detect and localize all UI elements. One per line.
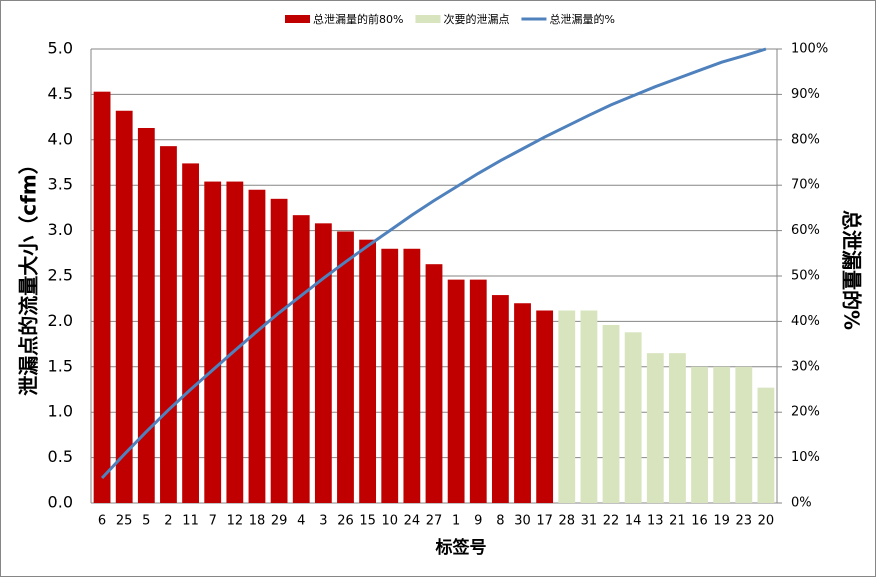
bar bbox=[646, 353, 664, 503]
x-tick-label: 13 bbox=[647, 514, 664, 529]
bar bbox=[337, 231, 354, 503]
y-tick-label: 2.0 bbox=[48, 311, 73, 330]
x-tick-label: 23 bbox=[736, 514, 753, 529]
bar bbox=[314, 223, 332, 503]
y-tick-label: 3.0 bbox=[48, 220, 73, 239]
bar bbox=[204, 181, 222, 503]
line bbox=[100, 47, 767, 480]
x-tick-label: 20 bbox=[758, 514, 775, 529]
bar bbox=[580, 310, 598, 503]
x-tick-label: 15 bbox=[359, 514, 376, 529]
x-tick-label: 11 bbox=[182, 514, 199, 529]
y-tick-label: 4.5 bbox=[48, 84, 73, 103]
x-tick-label: 9 bbox=[474, 514, 482, 529]
y-tick-label: 3.5 bbox=[48, 175, 73, 194]
legend-swatch bbox=[415, 15, 441, 23]
x-tick-label: 10 bbox=[381, 514, 398, 529]
bar bbox=[669, 353, 686, 503]
x-tick-label: 14 bbox=[625, 514, 642, 529]
y2-tick-label: 0% bbox=[791, 496, 812, 511]
bar bbox=[713, 366, 731, 503]
y2-tick-label: 10% bbox=[791, 450, 820, 465]
x-tick-label: 22 bbox=[603, 514, 620, 529]
y2-tick-label: 80% bbox=[791, 132, 820, 147]
x-tick-label: 5 bbox=[142, 514, 150, 529]
x-tick-label: 21 bbox=[669, 514, 686, 529]
y-tick-label: 0.5 bbox=[48, 447, 73, 466]
y-axis-label: 泄漏点的流量大小（cfm） bbox=[17, 154, 41, 395]
y2-axis-label: 总泄漏量的% bbox=[840, 210, 864, 330]
x-tick-label: 8 bbox=[496, 514, 504, 529]
legend-swatch bbox=[285, 15, 310, 23]
y-tick-label: 1.0 bbox=[48, 402, 73, 421]
y2-tick-label: 50% bbox=[791, 269, 820, 284]
y-tick-label: 2.5 bbox=[48, 266, 73, 285]
legend-label: 次要的泄漏点 bbox=[443, 12, 509, 26]
x-tick-label: 6 bbox=[98, 514, 106, 529]
x-tick-label: 4 bbox=[297, 514, 305, 529]
x-tick-label: 16 bbox=[691, 514, 708, 529]
bar bbox=[602, 325, 620, 503]
x-axis-label: 标签号 bbox=[436, 537, 487, 558]
bar bbox=[93, 91, 111, 504]
x-tick-label: 31 bbox=[581, 514, 598, 529]
y-tick-label: 5.0 bbox=[48, 39, 73, 58]
x-tick-label: 27 bbox=[426, 514, 443, 529]
bar bbox=[491, 295, 509, 503]
bar bbox=[735, 366, 753, 503]
x-tick-label: 30 bbox=[514, 514, 531, 529]
bar bbox=[425, 264, 443, 503]
x-tick-label: 2 bbox=[164, 514, 172, 529]
y2-tick-label: 70% bbox=[791, 178, 820, 193]
bar bbox=[757, 387, 775, 503]
bar bbox=[381, 248, 399, 503]
x-tick-label: 17 bbox=[536, 514, 553, 529]
bar bbox=[469, 279, 487, 503]
bar bbox=[558, 310, 576, 503]
y2-tick-label: 20% bbox=[791, 405, 820, 420]
bar bbox=[536, 310, 554, 503]
y2-tick-label: 40% bbox=[791, 314, 820, 329]
y2-tick-label: 100% bbox=[791, 42, 828, 57]
legend-label: 总泄漏量的前80% bbox=[313, 12, 403, 26]
bar bbox=[270, 198, 288, 503]
y-tick-label: 4.0 bbox=[48, 129, 73, 148]
y-tick-label: 0.0 bbox=[48, 493, 73, 512]
x-tick-label: 26 bbox=[337, 514, 354, 529]
bar bbox=[447, 279, 465, 503]
bar bbox=[182, 163, 199, 503]
bar bbox=[403, 248, 421, 503]
x-tick-label: 28 bbox=[559, 514, 576, 529]
bar bbox=[292, 215, 310, 503]
x-tick-label: 3 bbox=[319, 514, 327, 529]
y2-tick-label: 30% bbox=[791, 359, 820, 374]
y-tick-label: 1.5 bbox=[48, 356, 73, 375]
bar bbox=[115, 110, 133, 503]
x-tick-label: 7 bbox=[209, 514, 217, 529]
x-tick-label: 24 bbox=[404, 514, 421, 529]
bar bbox=[160, 146, 177, 503]
bar bbox=[624, 332, 642, 503]
x-tick-label: 25 bbox=[116, 514, 133, 529]
x-tick-label: 19 bbox=[713, 514, 730, 529]
bar bbox=[137, 127, 155, 503]
x-tick-label: 1 bbox=[452, 514, 460, 529]
bar bbox=[248, 189, 266, 504]
x-tick-label: 29 bbox=[271, 514, 288, 529]
y2-tick-label: 60% bbox=[791, 223, 820, 238]
bar bbox=[359, 239, 377, 503]
bar bbox=[691, 366, 708, 503]
bar bbox=[226, 181, 244, 503]
bar bbox=[514, 303, 531, 503]
legend-label: 总泄漏量的% bbox=[549, 12, 614, 26]
x-tick-label: 12 bbox=[227, 514, 244, 529]
x-tick-label: 18 bbox=[249, 514, 266, 529]
y2-tick-label: 90% bbox=[791, 87, 820, 102]
